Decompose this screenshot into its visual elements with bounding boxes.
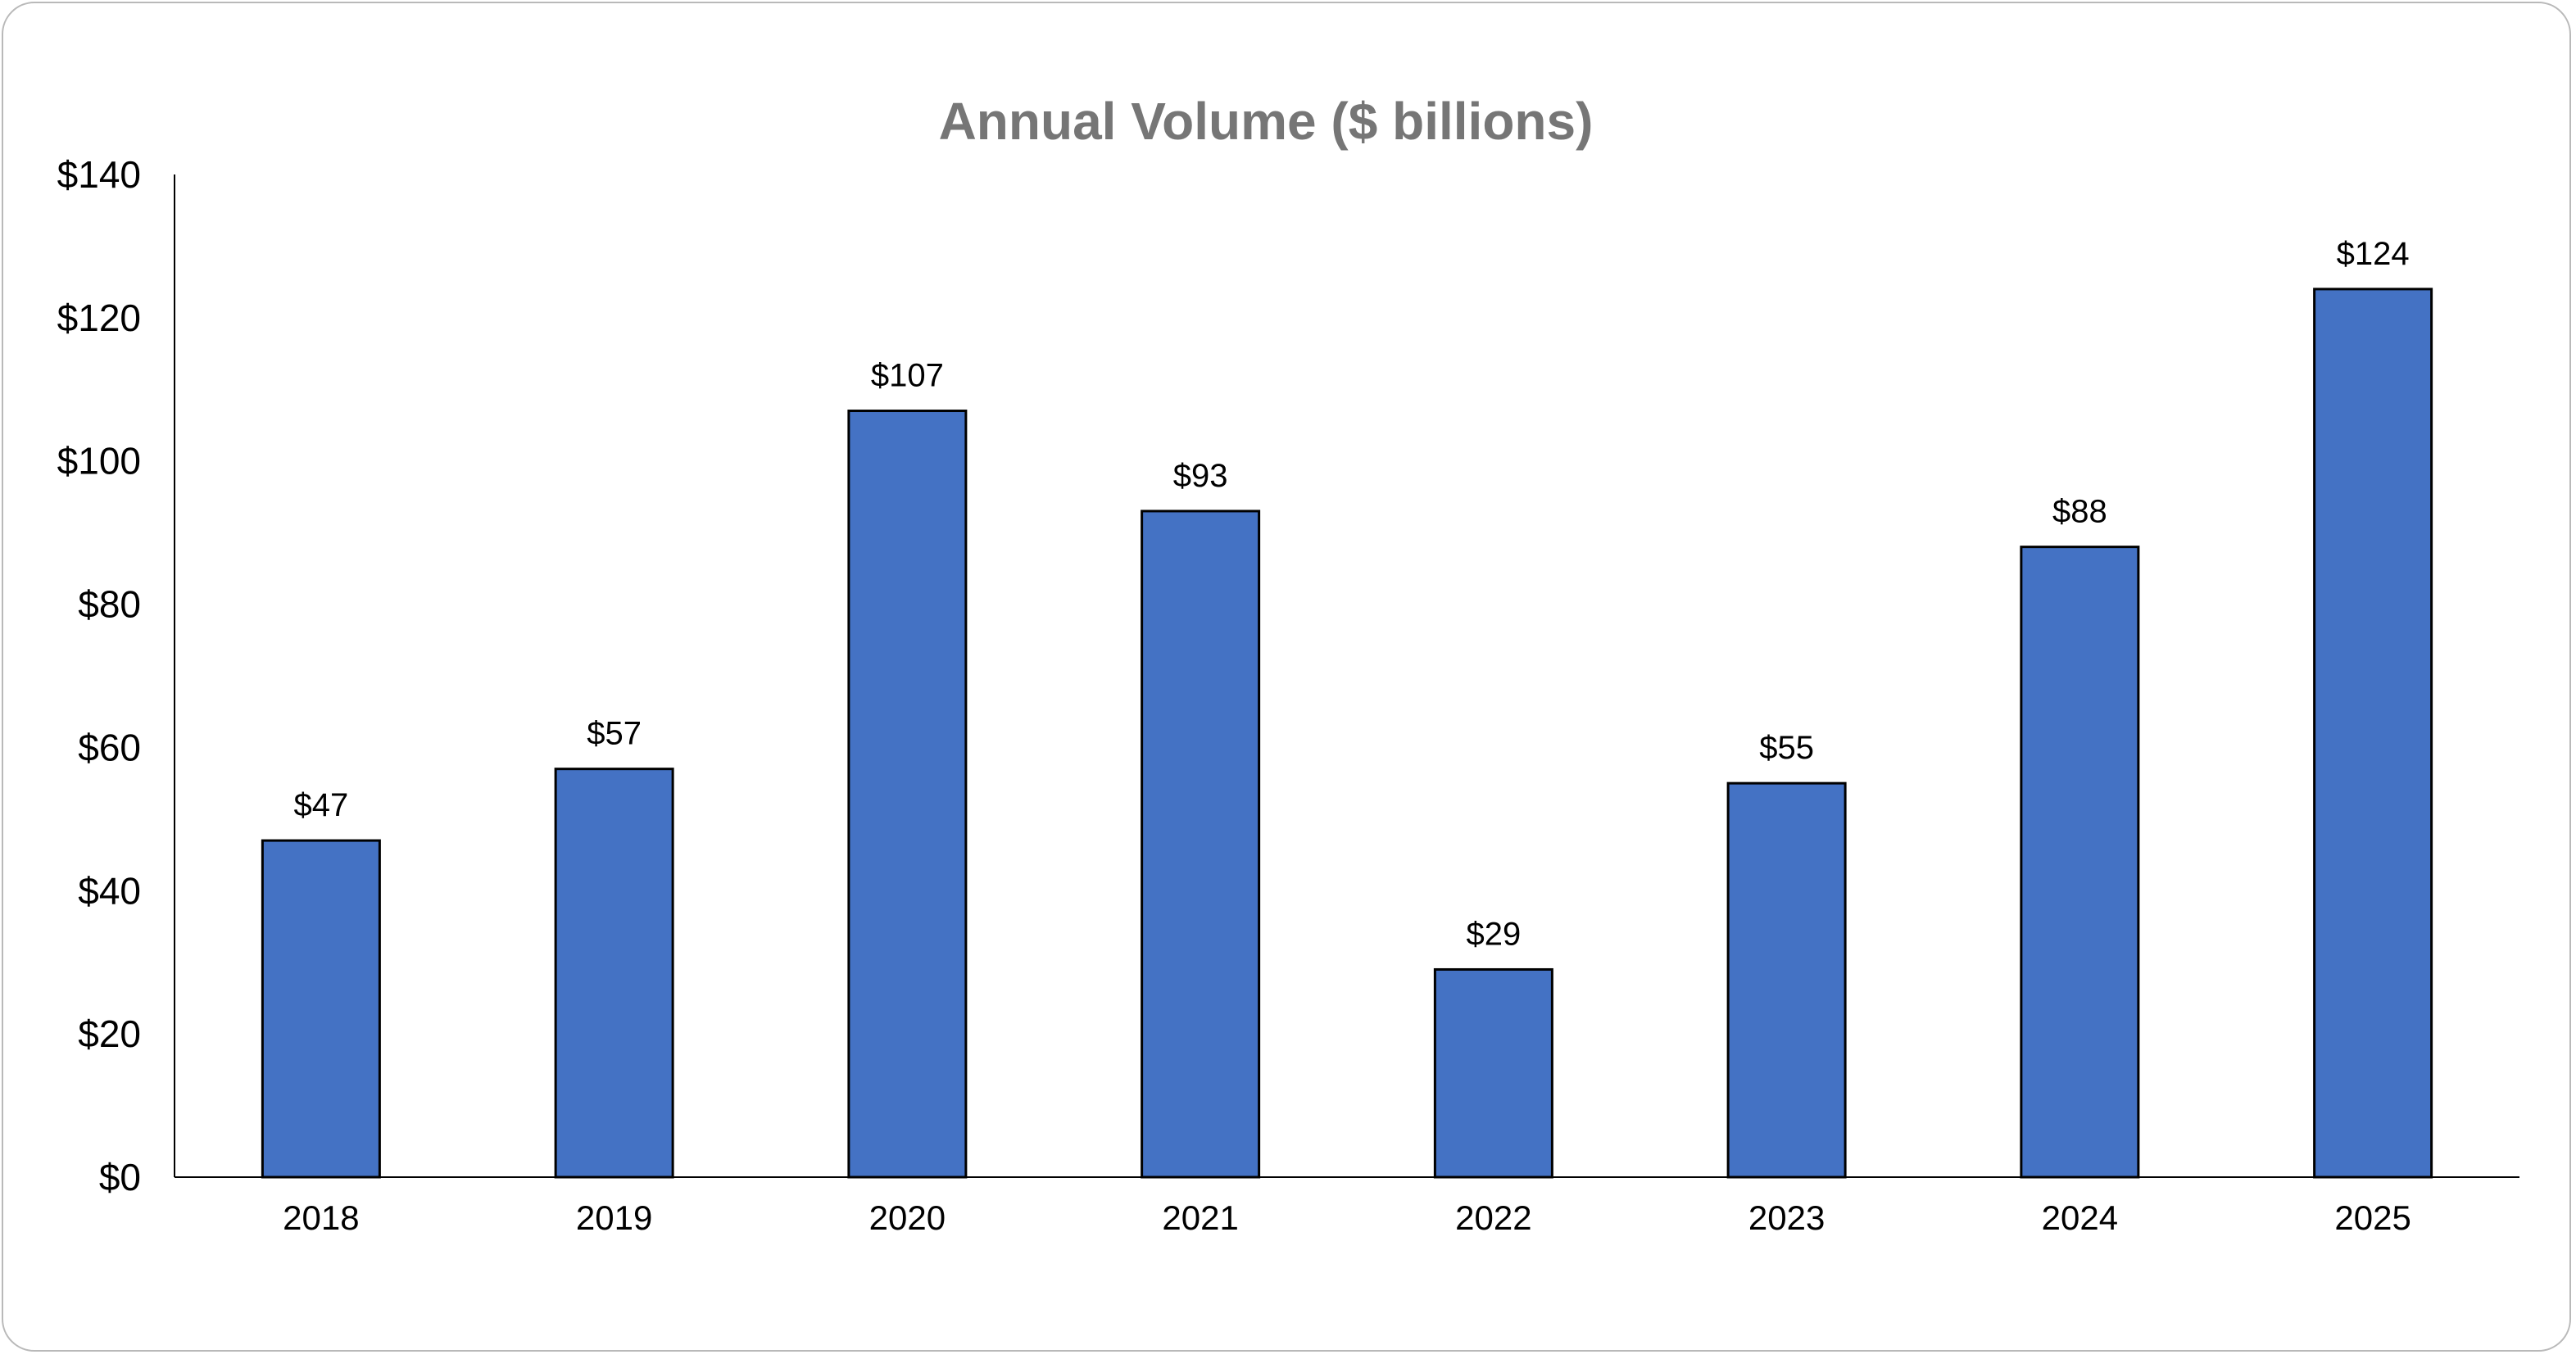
y-tick-label: $60 xyxy=(78,726,141,768)
y-tick-label: $100 xyxy=(57,440,141,482)
x-tick-label: 2021 xyxy=(1162,1198,1238,1237)
bar-2018 xyxy=(261,839,381,1179)
data-label-2025: $124 xyxy=(2337,236,2410,272)
bar-2024 xyxy=(2020,546,2140,1179)
data-label-2020: $107 xyxy=(871,358,944,394)
y-tick-label: $40 xyxy=(78,869,141,912)
data-label-2019: $57 xyxy=(587,716,642,752)
y-axis-ticks: $0 $20 $40 $60 $80 $100 $120 $140 xyxy=(57,153,141,1198)
x-tick-label: 2020 xyxy=(869,1198,946,1237)
bar-2022 xyxy=(1433,967,1553,1179)
y-tick-label: $80 xyxy=(78,583,141,626)
bar-2019 xyxy=(554,768,674,1179)
bar-2023 xyxy=(1726,781,1847,1179)
data-label-2021: $93 xyxy=(1173,458,1228,494)
data-label-2023: $55 xyxy=(1759,730,1814,766)
x-tick-label: 2022 xyxy=(1455,1198,1531,1237)
bar-2025 xyxy=(2313,288,2433,1179)
data-label-2018: $47 xyxy=(294,787,349,823)
data-label-2024: $88 xyxy=(2052,494,2107,530)
y-tick-label: $20 xyxy=(78,1012,141,1055)
x-tick-label: 2024 xyxy=(2042,1198,2118,1237)
x-axis-ticks: 2018 2019 2020 2021 2022 2023 2024 2025 xyxy=(283,1198,2411,1237)
data-label-2022: $29 xyxy=(1467,916,1522,952)
bar-2021 xyxy=(1141,510,1261,1179)
bar-2020 xyxy=(847,410,968,1179)
y-tick-label: $120 xyxy=(57,297,141,339)
chart-title: Annual Volume ($ billions) xyxy=(939,92,1594,151)
data-labels: $47 $57 $107 $93 $29 $55 $88 $124 xyxy=(294,236,2410,953)
x-tick-label: 2018 xyxy=(283,1198,359,1237)
y-tick-label: $140 xyxy=(57,153,141,196)
x-tick-label: 2023 xyxy=(1748,1198,1825,1237)
bars xyxy=(261,288,2433,1179)
x-tick-label: 2025 xyxy=(2334,1198,2410,1237)
x-tick-label: 2019 xyxy=(576,1198,652,1237)
y-tick-label: $0 xyxy=(99,1156,141,1198)
